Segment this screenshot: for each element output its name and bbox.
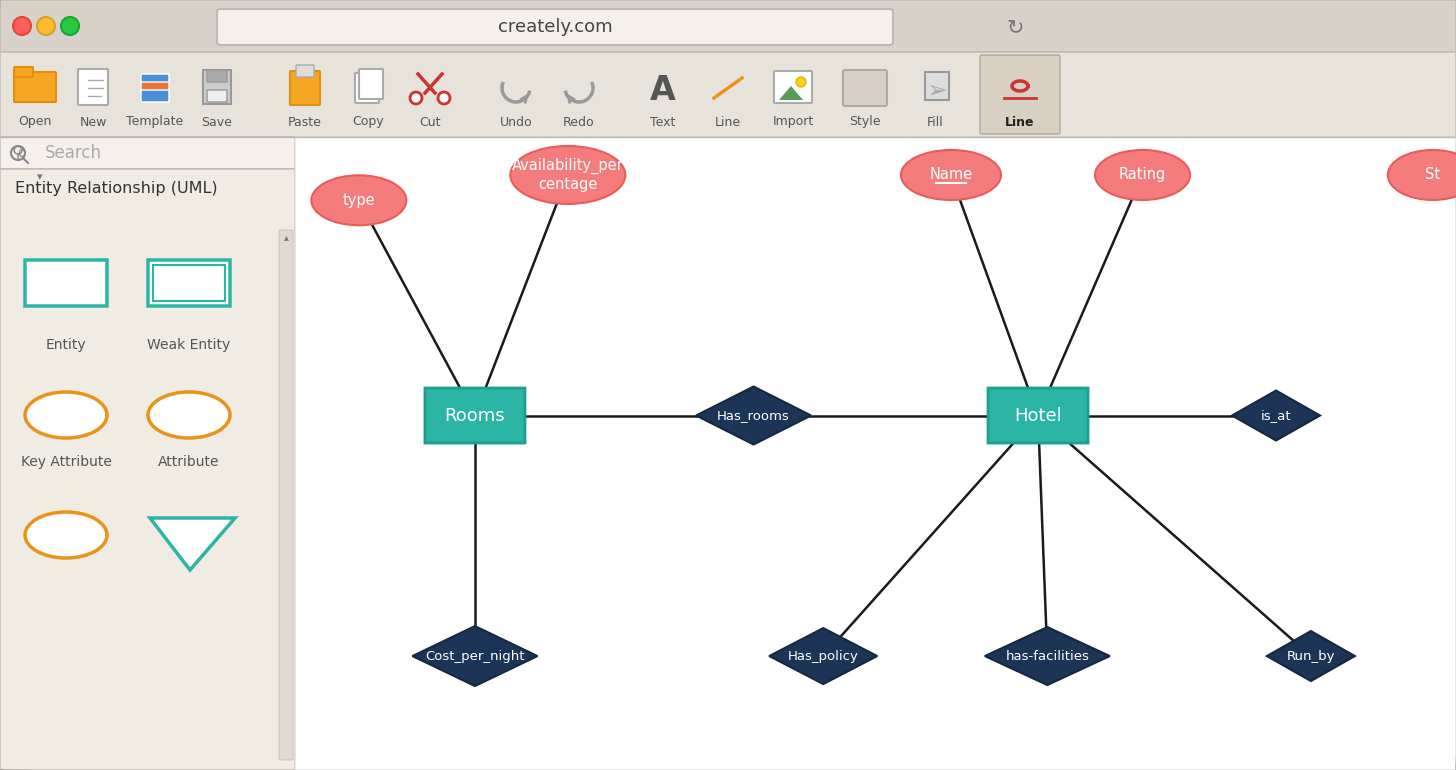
Circle shape bbox=[411, 92, 422, 104]
FancyBboxPatch shape bbox=[217, 9, 893, 45]
Polygon shape bbox=[769, 628, 878, 684]
FancyBboxPatch shape bbox=[775, 71, 812, 103]
Ellipse shape bbox=[312, 176, 406, 226]
Text: Key Attribute: Key Attribute bbox=[20, 455, 112, 469]
Circle shape bbox=[13, 17, 31, 35]
FancyBboxPatch shape bbox=[296, 65, 314, 77]
Text: Line: Line bbox=[1005, 116, 1035, 129]
FancyBboxPatch shape bbox=[0, 52, 1456, 137]
Polygon shape bbox=[150, 518, 234, 570]
Ellipse shape bbox=[25, 392, 106, 438]
Text: ➢: ➢ bbox=[926, 78, 948, 102]
FancyBboxPatch shape bbox=[290, 71, 320, 105]
Ellipse shape bbox=[149, 392, 230, 438]
FancyBboxPatch shape bbox=[296, 137, 1456, 770]
Ellipse shape bbox=[25, 512, 106, 558]
FancyBboxPatch shape bbox=[141, 74, 169, 86]
Circle shape bbox=[438, 92, 450, 104]
Ellipse shape bbox=[511, 146, 625, 204]
Text: A: A bbox=[649, 73, 676, 106]
Polygon shape bbox=[412, 626, 537, 686]
Text: creately.com: creately.com bbox=[498, 18, 613, 36]
Polygon shape bbox=[1232, 390, 1321, 440]
FancyBboxPatch shape bbox=[15, 67, 33, 77]
FancyBboxPatch shape bbox=[980, 55, 1060, 134]
FancyBboxPatch shape bbox=[25, 260, 106, 306]
Circle shape bbox=[61, 17, 79, 35]
Text: type: type bbox=[342, 192, 376, 208]
Text: Import: Import bbox=[772, 116, 814, 129]
Text: Cut: Cut bbox=[419, 116, 441, 129]
FancyBboxPatch shape bbox=[0, 0, 1456, 52]
Text: Undo: Undo bbox=[499, 116, 533, 129]
Text: Line: Line bbox=[715, 116, 741, 129]
Text: is_at: is_at bbox=[1261, 409, 1291, 422]
Text: ▴: ▴ bbox=[284, 232, 288, 242]
Text: Text: Text bbox=[651, 116, 676, 129]
Ellipse shape bbox=[1095, 150, 1190, 200]
FancyBboxPatch shape bbox=[15, 72, 55, 102]
FancyBboxPatch shape bbox=[207, 70, 227, 82]
FancyBboxPatch shape bbox=[149, 260, 230, 306]
Text: Rooms: Rooms bbox=[444, 407, 505, 424]
Text: Search: Search bbox=[45, 144, 102, 162]
FancyBboxPatch shape bbox=[0, 169, 296, 770]
Text: Entity Relationship (UML): Entity Relationship (UML) bbox=[15, 180, 217, 196]
Text: Weak Entity: Weak Entity bbox=[147, 338, 230, 352]
Text: Redo: Redo bbox=[563, 116, 596, 129]
FancyBboxPatch shape bbox=[141, 90, 169, 102]
Text: Paste: Paste bbox=[288, 116, 322, 129]
FancyBboxPatch shape bbox=[141, 82, 169, 94]
Polygon shape bbox=[1267, 631, 1356, 681]
Text: ↻: ↻ bbox=[1006, 17, 1024, 37]
Text: Hotel: Hotel bbox=[1015, 407, 1061, 424]
Text: Rating: Rating bbox=[1118, 168, 1166, 182]
FancyBboxPatch shape bbox=[360, 69, 383, 99]
FancyBboxPatch shape bbox=[207, 90, 227, 102]
FancyBboxPatch shape bbox=[989, 388, 1088, 443]
FancyBboxPatch shape bbox=[355, 73, 379, 103]
Text: Save: Save bbox=[201, 116, 233, 129]
Circle shape bbox=[796, 77, 807, 87]
Polygon shape bbox=[984, 627, 1109, 685]
Text: Availability_per
centage: Availability_per centage bbox=[513, 158, 623, 192]
Text: Fill: Fill bbox=[926, 116, 943, 129]
Polygon shape bbox=[696, 387, 811, 444]
FancyBboxPatch shape bbox=[0, 137, 296, 169]
Text: New: New bbox=[79, 116, 106, 129]
FancyBboxPatch shape bbox=[280, 230, 293, 760]
Text: Entity: Entity bbox=[45, 338, 86, 352]
FancyBboxPatch shape bbox=[79, 69, 108, 105]
Circle shape bbox=[36, 17, 55, 35]
Text: St: St bbox=[1425, 168, 1440, 182]
Text: Cost_per_night: Cost_per_night bbox=[425, 650, 524, 662]
Polygon shape bbox=[925, 72, 949, 100]
Text: Open: Open bbox=[19, 116, 51, 129]
Text: Attribute: Attribute bbox=[159, 455, 220, 469]
Text: ▾: ▾ bbox=[38, 172, 42, 182]
Ellipse shape bbox=[1388, 150, 1456, 200]
Text: Name: Name bbox=[929, 168, 973, 182]
Polygon shape bbox=[779, 86, 804, 100]
FancyBboxPatch shape bbox=[202, 70, 232, 104]
Text: Has_policy: Has_policy bbox=[788, 650, 859, 662]
Text: Copy: Copy bbox=[352, 116, 384, 129]
Text: ⚲: ⚲ bbox=[12, 144, 25, 162]
Text: Template: Template bbox=[127, 116, 183, 129]
Ellipse shape bbox=[901, 150, 1000, 200]
Text: Run_by: Run_by bbox=[1287, 650, 1335, 662]
FancyBboxPatch shape bbox=[153, 265, 226, 301]
FancyBboxPatch shape bbox=[843, 70, 887, 106]
Text: has-facilities: has-facilities bbox=[1006, 650, 1089, 662]
Text: Has_rooms: Has_rooms bbox=[718, 409, 791, 422]
Text: o: o bbox=[17, 146, 26, 160]
FancyBboxPatch shape bbox=[425, 388, 526, 443]
Text: Style: Style bbox=[849, 116, 881, 129]
